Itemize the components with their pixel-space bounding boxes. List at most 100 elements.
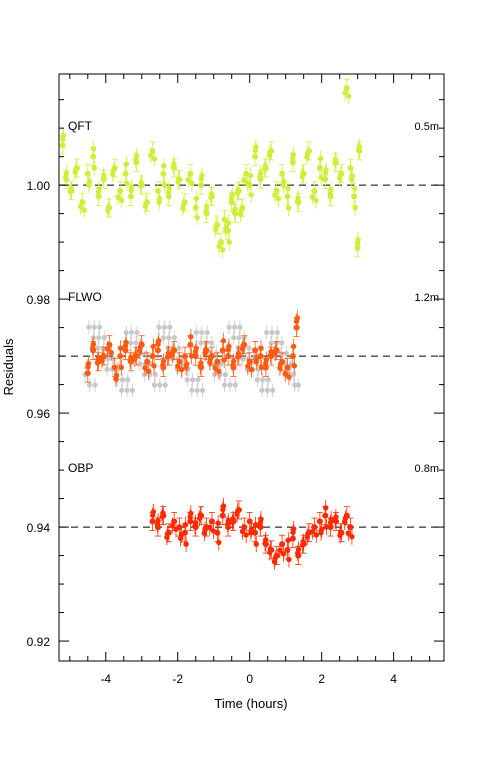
- data-point: [127, 193, 134, 200]
- data-point: [257, 524, 264, 531]
- data-point: [160, 512, 167, 519]
- y-tick-label: 0.94: [27, 521, 51, 535]
- data-point-raw: [222, 371, 229, 378]
- data-point: [165, 193, 172, 200]
- data-point: [309, 528, 316, 535]
- data-point: [245, 363, 251, 369]
- data-point: [180, 205, 186, 212]
- data-point: [247, 172, 254, 179]
- data-point: [144, 358, 151, 365]
- data-point-raw: [263, 329, 270, 336]
- data-point: [322, 176, 329, 183]
- data-point-raw: [254, 377, 260, 383]
- data-point: [304, 534, 310, 540]
- data-point: [262, 541, 269, 548]
- data-point: [156, 199, 162, 205]
- data-point-raw: [268, 340, 274, 346]
- data-point: [77, 203, 84, 210]
- data-point: [347, 165, 354, 172]
- data-point-raw: [166, 335, 172, 341]
- data-point: [280, 182, 286, 188]
- data-point: [212, 226, 219, 233]
- data-point: [176, 176, 183, 183]
- data-point: [72, 169, 78, 176]
- panel-label: QFT: [68, 119, 93, 133]
- data-point: [181, 353, 188, 360]
- data-point: [295, 199, 302, 206]
- data-point: [59, 142, 66, 149]
- panel-label: OBP: [68, 461, 93, 475]
- data-point: [284, 193, 291, 200]
- data-point-raw: [92, 382, 98, 388]
- data-point-raw: [292, 382, 298, 388]
- data-point-raw: [160, 335, 167, 341]
- data-point: [356, 147, 363, 154]
- data-point: [230, 364, 237, 371]
- data-point: [185, 177, 191, 183]
- data-point: [63, 176, 70, 183]
- data-point: [95, 193, 102, 200]
- data-point: [316, 518, 323, 525]
- data-point: [333, 518, 340, 525]
- x-tick-label: -2: [172, 672, 183, 686]
- data-point-raw: [151, 382, 158, 388]
- data-point: [187, 518, 194, 525]
- data-point: [111, 165, 118, 172]
- data-point: [273, 347, 280, 354]
- x-tick-label: 4: [390, 672, 397, 686]
- data-point: [216, 243, 222, 250]
- data-point: [253, 541, 259, 547]
- data-point-raw: [246, 345, 252, 351]
- data-point-raw: [101, 335, 107, 341]
- data-point-raw: [204, 329, 210, 336]
- data-point: [176, 524, 183, 531]
- data-point-raw: [283, 350, 290, 357]
- data-point: [225, 227, 232, 234]
- data-point: [279, 358, 286, 365]
- data-point: [188, 334, 194, 340]
- data-point: [347, 524, 354, 531]
- data-point: [181, 529, 188, 536]
- data-point: [99, 357, 105, 364]
- data-point: [214, 529, 221, 536]
- data-point-raw: [86, 324, 92, 330]
- data-point: [345, 530, 351, 536]
- data-point: [106, 204, 113, 211]
- data-points: [59, 78, 363, 570]
- data-point-raw: [199, 387, 206, 393]
- data-point: [300, 541, 307, 548]
- data-point: [316, 165, 323, 172]
- data-point-raw: [291, 371, 297, 378]
- data-point: [243, 170, 250, 177]
- data-point: [225, 524, 232, 531]
- data-point: [142, 365, 148, 371]
- data-point-raw: [141, 371, 148, 378]
- data-point: [117, 345, 124, 351]
- data-point: [212, 365, 218, 371]
- data-point: [73, 165, 80, 172]
- data-point-raw: [137, 361, 143, 367]
- data-point: [144, 199, 151, 206]
- data-point-raw: [123, 329, 129, 336]
- data-point: [192, 204, 199, 211]
- y-tick-label: 0.98: [27, 293, 51, 307]
- data-point: [68, 187, 75, 194]
- data-point: [104, 346, 111, 352]
- data-point-raw: [237, 324, 243, 330]
- data-point: [192, 353, 199, 360]
- data-point: [285, 205, 292, 211]
- data-point: [161, 182, 168, 188]
- data-point-raw: [95, 345, 101, 351]
- data-point: [169, 352, 176, 358]
- data-point: [262, 165, 269, 172]
- data-point: [177, 535, 184, 542]
- panel-aperture-label: 0.8m: [415, 463, 439, 475]
- data-point-raw: [156, 324, 162, 330]
- data-point: [327, 193, 334, 200]
- data-point: [169, 523, 176, 529]
- data-point: [289, 535, 296, 542]
- data-point: [246, 358, 253, 365]
- data-point: [291, 343, 297, 350]
- data-point: [241, 524, 248, 531]
- data-point-raw: [176, 345, 182, 351]
